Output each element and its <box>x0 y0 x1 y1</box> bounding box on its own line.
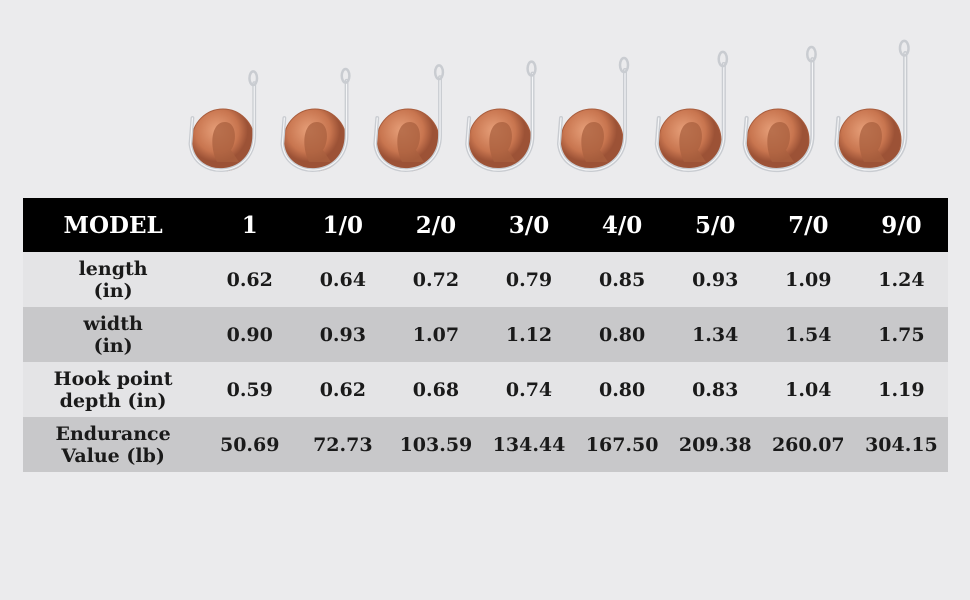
row-label-line: Hook point <box>53 367 173 390</box>
table-cell: 260.07 <box>761 417 855 472</box>
table-cell: 134.44 <box>482 417 576 472</box>
hook-with-penny-icon <box>163 0 283 195</box>
row-endurance-value: Endurance Value (lb) 50.69 72.73 103.59 … <box>23 417 948 472</box>
row-label-line: width <box>83 312 143 335</box>
table-cell: 72.73 <box>296 417 390 472</box>
hook-with-penny-icon <box>255 0 375 195</box>
hook-size-images <box>0 0 970 195</box>
table-cell: 0.68 <box>389 362 483 417</box>
header-model-1-0: 1/0 <box>296 198 390 252</box>
hook-spec-table: MODEL 1 1/0 2/0 3/0 4/0 5/0 7/0 9/0 leng… <box>23 198 948 472</box>
header-model-9-0: 9/0 <box>854 198 948 252</box>
row-label-line: Value (lb) <box>61 444 165 467</box>
header-model-5-0: 5/0 <box>668 198 762 252</box>
row-width: width (in) 0.90 0.93 1.07 1.12 0.80 1.34… <box>23 307 948 362</box>
table-cell: 1.07 <box>389 307 483 362</box>
table-header-row: MODEL 1 1/0 2/0 3/0 4/0 5/0 7/0 9/0 <box>23 198 948 252</box>
table-cell: 0.62 <box>203 252 297 307</box>
table-cell: 1.54 <box>761 307 855 362</box>
table-cell: 0.74 <box>482 362 576 417</box>
table-cell: 0.80 <box>575 362 669 417</box>
row-label-line: length <box>78 257 148 280</box>
header-model-label: MODEL <box>23 198 204 252</box>
table-cell: 0.85 <box>575 252 669 307</box>
table-cell: 0.93 <box>296 307 390 362</box>
table-cell: 1.19 <box>854 362 948 417</box>
row-hook-point-depth: Hook point depth (in) 0.59 0.62 0.68 0.7… <box>23 362 948 417</box>
header-model-1: 1 <box>203 198 297 252</box>
table-cell: 0.93 <box>668 252 762 307</box>
row-length: length (in) 0.62 0.64 0.72 0.79 0.85 0.9… <box>23 252 948 307</box>
table-cell: 0.83 <box>668 362 762 417</box>
hook-with-penny-icon <box>532 0 652 195</box>
row-label: Hook point depth (in) <box>23 362 204 417</box>
hook-with-penny-icon <box>718 0 838 195</box>
table-cell: 167.50 <box>575 417 669 472</box>
table-cell: 50.69 <box>203 417 297 472</box>
table-cell: 1.12 <box>482 307 576 362</box>
row-label-line: (in) <box>93 279 133 302</box>
table-cell: 0.72 <box>389 252 483 307</box>
table-cell: 0.62 <box>296 362 390 417</box>
row-label-line: depth (in) <box>59 389 167 412</box>
header-model-7-0: 7/0 <box>761 198 855 252</box>
table-cell: 0.90 <box>203 307 297 362</box>
table-cell: 304.15 <box>854 417 948 472</box>
hook-with-penny-icon <box>810 0 930 195</box>
hook-with-penny-icon <box>348 0 468 195</box>
table-cell: 0.80 <box>575 307 669 362</box>
header-model-2-0: 2/0 <box>389 198 483 252</box>
row-label: Endurance Value (lb) <box>23 417 204 472</box>
row-label: width (in) <box>23 307 204 362</box>
row-label: length (in) <box>23 252 204 307</box>
hook-with-penny-icon <box>630 0 750 195</box>
table-cell: 1.34 <box>668 307 762 362</box>
table-cell: 1.75 <box>854 307 948 362</box>
hook-with-penny-icon <box>440 0 560 195</box>
table-cell: 0.79 <box>482 252 576 307</box>
table-cell: 1.04 <box>761 362 855 417</box>
table-cell: 1.09 <box>761 252 855 307</box>
header-model-4-0: 4/0 <box>575 198 669 252</box>
table-cell: 0.59 <box>203 362 297 417</box>
table-cell: 0.64 <box>296 252 390 307</box>
table-cell: 1.24 <box>854 252 948 307</box>
row-label-line: (in) <box>93 334 133 357</box>
row-label-line: Endurance <box>55 422 171 445</box>
table-cell: 103.59 <box>389 417 483 472</box>
table-cell: 209.38 <box>668 417 762 472</box>
header-model-3-0: 3/0 <box>482 198 576 252</box>
